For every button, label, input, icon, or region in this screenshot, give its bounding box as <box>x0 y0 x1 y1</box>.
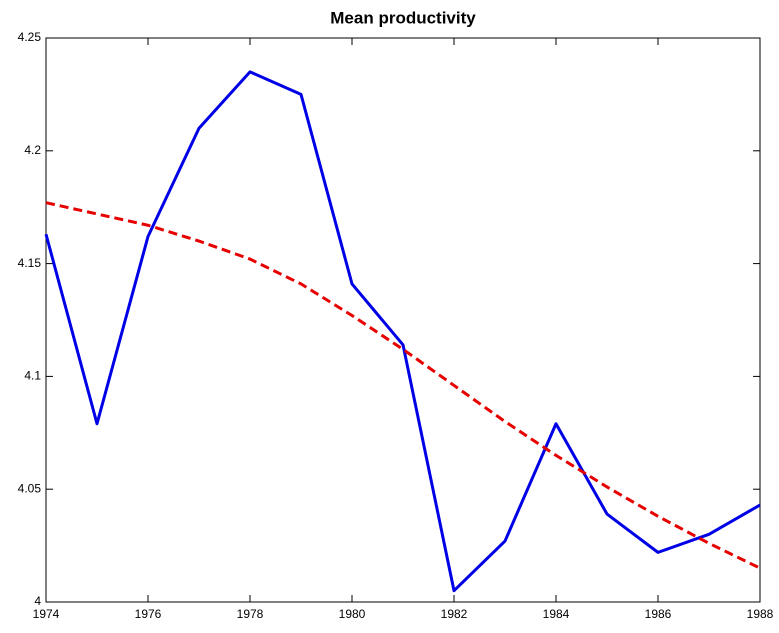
x-tick-label: 1976 <box>135 607 162 621</box>
y-tick-label: 4.25 <box>18 30 42 44</box>
y-tick-label: 4.2 <box>24 143 41 157</box>
plot-frame <box>45 37 761 603</box>
x-tick-label: 1978 <box>237 607 264 621</box>
x-tick-label: 1982 <box>441 607 468 621</box>
series-line <box>44 70 761 593</box>
x-tick-label: 1986 <box>645 607 672 621</box>
x-tick-label: 1988 <box>747 607 774 621</box>
x-tick-label: 1984 <box>543 607 570 621</box>
y-tick-label: 4.1 <box>24 369 41 383</box>
x-tick-label: 1980 <box>339 607 366 621</box>
y-tick-label: 4.15 <box>18 256 42 270</box>
series-line <box>45 201 761 570</box>
chart-title: Mean productivity <box>330 8 476 27</box>
y-tick-label: 4.05 <box>18 481 42 495</box>
x-tick-label: 1974 <box>33 607 60 621</box>
y-tick-label: 4 <box>34 594 41 608</box>
